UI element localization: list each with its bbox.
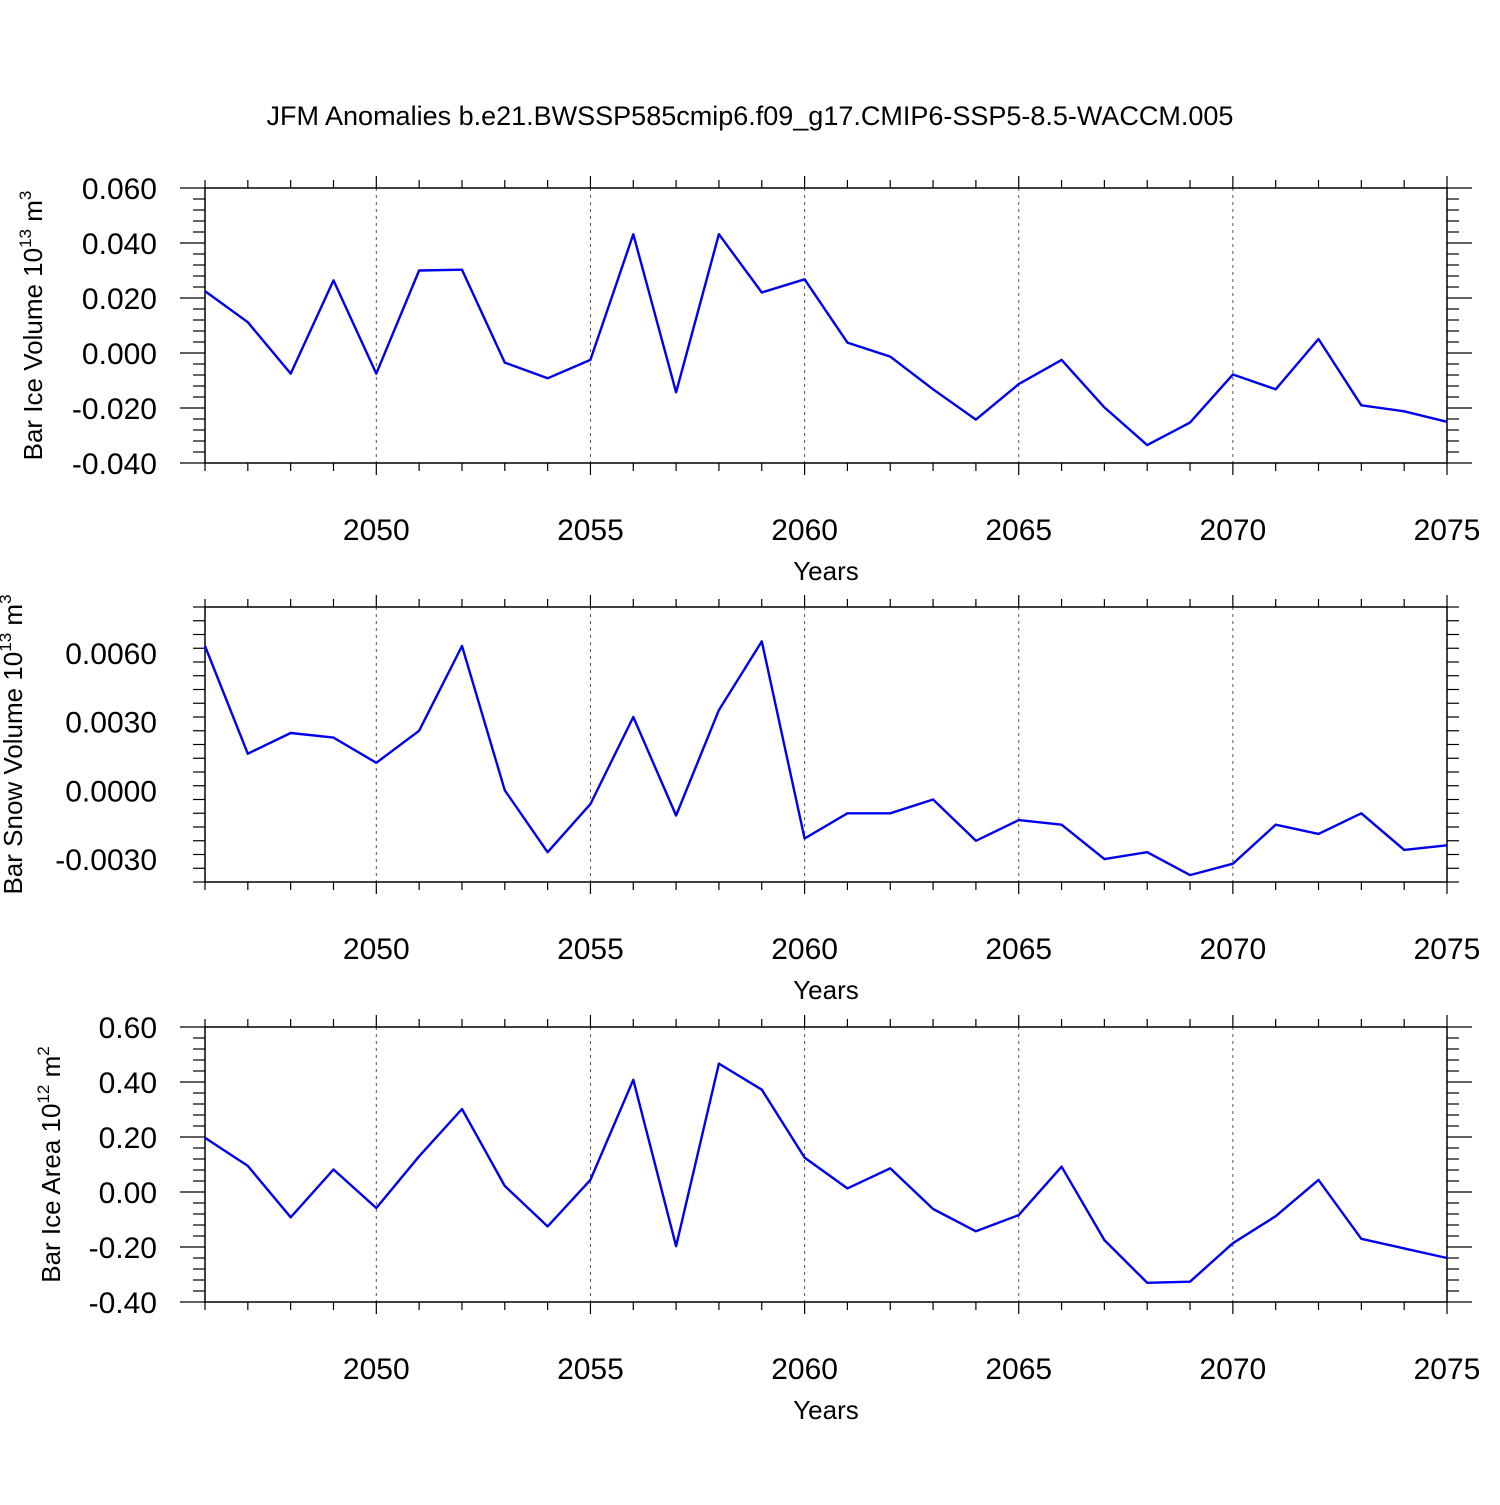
y-tick-label: 0.0030 bbox=[65, 707, 157, 740]
y-tick-label: -0.0030 bbox=[55, 844, 157, 877]
x-tick-label: 2065 bbox=[985, 1353, 1052, 1386]
y-tick-label: 0.020 bbox=[82, 283, 157, 316]
x-tick-label: 2060 bbox=[771, 1353, 838, 1386]
y-tick-label: -0.020 bbox=[72, 393, 157, 426]
series-line bbox=[204, 1062, 1448, 1285]
y-axis-title-text: Bar Ice Volume 10 bbox=[18, 248, 48, 460]
y-axis-title: Bar Ice Volume 1013 m3 bbox=[16, 191, 48, 461]
x-tick-label: 2055 bbox=[557, 514, 624, 547]
x-tick-label: 2065 bbox=[985, 933, 1052, 966]
x-tick-label: 2070 bbox=[1199, 933, 1266, 966]
x-tick-label: 2050 bbox=[343, 933, 410, 966]
y-axis-title-unit-exponent: 2 bbox=[34, 1046, 53, 1055]
plot-frame bbox=[204, 1026, 1448, 1303]
y-axis-title-unit-exponent: 3 bbox=[16, 191, 35, 200]
y-axis-title-exponent: 13 bbox=[16, 229, 35, 248]
y-tick-label: 0.40 bbox=[99, 1067, 157, 1100]
series-line bbox=[203, 640, 1448, 877]
y-axis-title-unit-exponent: 3 bbox=[0, 594, 15, 603]
y-tick-label: 0.00 bbox=[99, 1177, 157, 1210]
y-axis-title-text: Bar Ice Area 10 bbox=[36, 1104, 66, 1283]
x-tick-label: 2055 bbox=[557, 933, 624, 966]
y-axis-title-unit: m bbox=[0, 604, 28, 633]
x-tick-label: 2060 bbox=[771, 514, 838, 547]
y-axis-title-unit: m bbox=[36, 1056, 66, 1085]
y-tick-label: -0.040 bbox=[72, 448, 157, 481]
x-tick-label: 2060 bbox=[771, 933, 838, 966]
x-tick-label: 2055 bbox=[557, 1353, 624, 1386]
y-axis-title-exponent: 13 bbox=[0, 633, 15, 652]
x-tick-label: 2075 bbox=[1414, 933, 1481, 966]
x-tick-label: 2070 bbox=[1199, 1353, 1266, 1386]
series-line bbox=[204, 232, 1448, 447]
y-axis-title: Bar Ice Area 1012 m2 bbox=[34, 1046, 66, 1283]
y-tick-label: -0.40 bbox=[89, 1287, 157, 1320]
x-axis-title: Years bbox=[793, 975, 859, 1005]
y-axis-title-text: Bar Snow Volume 10 bbox=[0, 652, 28, 895]
x-tick-label: 2075 bbox=[1414, 514, 1481, 547]
y-tick-label: 0.000 bbox=[82, 338, 157, 371]
y-tick-label: 0.040 bbox=[82, 228, 157, 261]
y-axis-title-unit: m bbox=[18, 200, 48, 229]
x-axis-title: Years bbox=[793, 1395, 859, 1425]
chart-panel-1: 2050 2055 2060 2065 2070 2075 Years -0.040 -0.02… bbox=[16, 173, 1480, 586]
y-axis-title: Bar Snow Volume 1013 m3 bbox=[0, 594, 28, 894]
x-tick-label: 2075 bbox=[1414, 1353, 1481, 1386]
plot-frame bbox=[204, 187, 1448, 464]
y-tick-label: 0.60 bbox=[99, 1012, 157, 1045]
chart-panel-3: 2050 2055 2060 2065 2070 2075 Years -0.40 -0.20 0… bbox=[34, 1012, 1480, 1425]
y-tick-label: 0.0060 bbox=[65, 638, 157, 671]
chart-panel-2: 2050 2055 2060 2065 2070 2075 Years -0.0030 0.00… bbox=[0, 594, 1480, 1005]
y-tick-label: 0.20 bbox=[99, 1122, 157, 1155]
y-tick-label: -0.20 bbox=[89, 1232, 157, 1265]
x-tick-label: 2050 bbox=[343, 1353, 410, 1386]
plot-frame bbox=[204, 606, 1448, 883]
x-tick-label: 2065 bbox=[985, 514, 1052, 547]
x-axis-title: Years bbox=[793, 556, 859, 586]
y-axis-title-exponent: 12 bbox=[34, 1085, 53, 1104]
chart-title: JFM Anomalies b.e21.BWSSP585cmip6.f09_g1… bbox=[267, 101, 1234, 131]
x-tick-label: 2070 bbox=[1199, 514, 1266, 547]
y-tick-label: 0.0000 bbox=[65, 775, 157, 808]
x-tick-label: 2050 bbox=[343, 514, 410, 547]
y-tick-label: 0.060 bbox=[82, 173, 157, 206]
